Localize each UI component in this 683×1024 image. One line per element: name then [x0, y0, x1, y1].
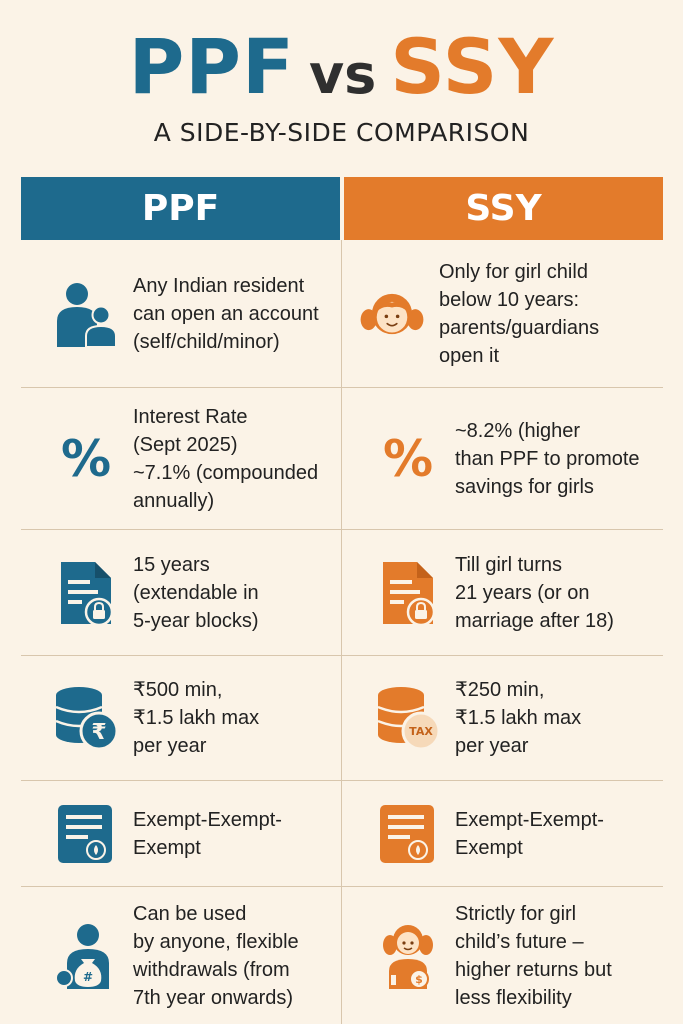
row-divider — [21, 886, 663, 887]
rupee-coin-stack-icon: ₹ — [53, 685, 119, 751]
ssy-tenure-text: Till girl turns 21 years (or on marriage… — [455, 553, 614, 632]
ssy-column-header: SSY — [344, 177, 663, 240]
girl-face-icon — [359, 281, 425, 347]
column-divider — [341, 240, 342, 1024]
ssy-eligibility-text: Only for girl child below 10 years: pare… — [439, 260, 600, 367]
page-subtitle: A SIDE-BY-SIDE COMPARISON — [153, 118, 530, 147]
percent-icon: % — [382, 429, 434, 488]
moneybag-badge: # — [83, 970, 93, 984]
ssy-tax-cell: Exempt-Exempt- Exempt — [343, 781, 663, 886]
title-ppf: PPF — [128, 22, 295, 111]
tax-document-icon — [53, 801, 119, 867]
ppf-flexibility-cell: # Can be used by anyone, flexible withdr… — [21, 887, 341, 1024]
tax-coin-stack-icon: TAX — [375, 685, 441, 751]
ppf-flexibility-text: Can be used by anyone, flexible withdraw… — [133, 902, 299, 1009]
percent-icon: % — [60, 429, 112, 488]
ppf-interest-cell: % Interest Rate (Sept 2025) ~7.1% (compo… — [21, 388, 341, 529]
row-divider — [21, 529, 663, 530]
ssy-tax-text: Exempt-Exempt- Exempt — [455, 808, 604, 859]
row-divider — [21, 655, 663, 656]
ppf-tax-cell: Exempt-Exempt- Exempt — [21, 781, 341, 886]
ppf-deposit-cell: ₹ ₹500 min, ₹1.5 lakh max per year — [21, 656, 341, 780]
ppf-deposit-text: ₹500 min, ₹1.5 lakh max per year — [133, 679, 260, 757]
ppf-interest-text: Interest Rate (Sept 2025) ~7.1% (compoun… — [133, 405, 319, 512]
ppf-eligibility-cell: Any Indian resident can open an account … — [21, 240, 341, 387]
ssy-flexibility-cell: $ Strictly for girl child’s future – hig… — [343, 887, 663, 1024]
ssy-deposit-cell: TAX ₹250 min, ₹1.5 lakh max per year — [343, 656, 663, 780]
row-divider — [21, 387, 663, 388]
tax-badge: TAX — [409, 725, 433, 738]
rupee-badge: ₹ — [91, 720, 106, 745]
ssy-deposit-text: ₹250 min, ₹1.5 lakh max per year — [455, 679, 582, 757]
ssy-tenure-cell: Till girl turns 21 years (or on marriage… — [343, 530, 663, 655]
people-icon — [53, 281, 119, 347]
tax-document-icon — [375, 801, 441, 867]
ppf-eligibility-text: Any Indian resident can open an account … — [133, 274, 319, 353]
title-vs: vs — [308, 43, 377, 106]
dollar-badge: $ — [415, 973, 423, 986]
ppf-tenure-text: 15 years (extendable in 5-year blocks) — [133, 553, 259, 632]
row-divider — [21, 780, 663, 781]
ppf-tax-text: Exempt-Exempt- Exempt — [133, 808, 282, 859]
page-title: PPF vs SSY — [0, 22, 683, 112]
ssy-interest-cell: % ~8.2% (higher than PPF to promote savi… — [343, 388, 663, 529]
ssy-flexibility-text: Strictly for girl child’s future – highe… — [455, 902, 612, 1009]
girl-savings-icon: $ — [375, 923, 441, 989]
person-moneybag-icon: # — [53, 923, 119, 989]
title-ssy: SSY — [390, 22, 555, 111]
locked-document-icon — [53, 560, 119, 626]
ssy-eligibility-cell: Only for girl child below 10 years: pare… — [343, 240, 663, 387]
ppf-column-header: PPF — [21, 177, 340, 240]
locked-document-icon — [375, 560, 441, 626]
ssy-interest-text: ~8.2% (higher than PPF to promote saving… — [455, 419, 640, 498]
ppf-tenure-cell: 15 years (extendable in 5-year blocks) — [21, 530, 341, 655]
